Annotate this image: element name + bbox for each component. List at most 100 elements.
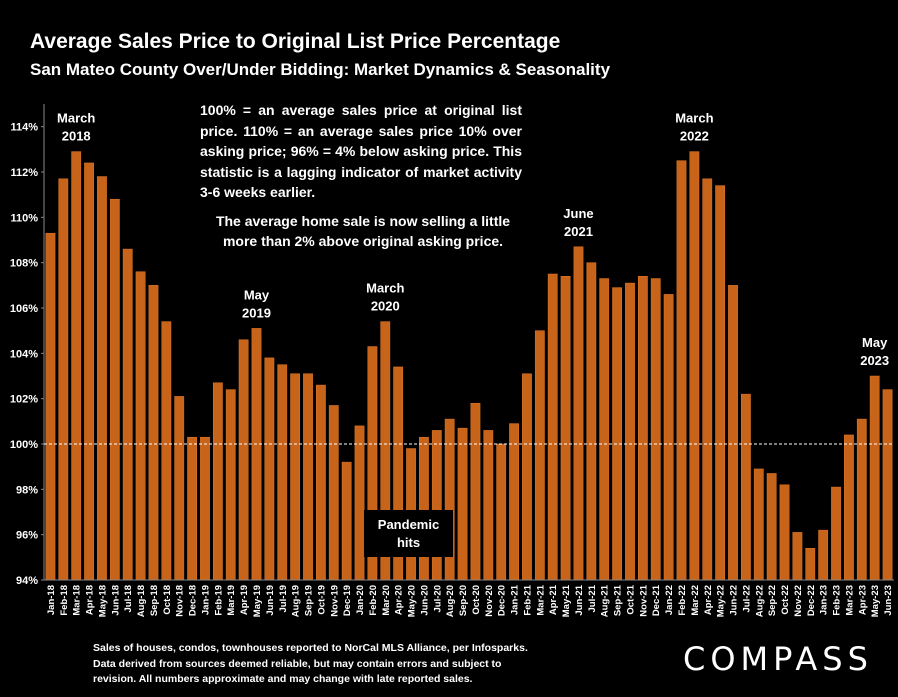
x-tick-label: Jan-19 [200, 585, 211, 615]
y-tick-label: 98% [16, 484, 38, 496]
bar [792, 532, 803, 581]
chart-subtitle: San Mateo County Over/Under Bidding: Mar… [30, 60, 611, 79]
bar [431, 430, 442, 581]
annotation-year: 2021 [564, 224, 593, 239]
x-tick-label: Jan-18 [46, 585, 57, 615]
x-tick-label: Sep-22 [767, 585, 778, 616]
y-tick-label: 100% [10, 439, 38, 451]
bar [97, 176, 107, 581]
bar [625, 282, 635, 581]
x-tick-label: Jun-22 [729, 585, 740, 616]
annotation-month: June [563, 206, 593, 221]
x-tick-label: Feb-19 [213, 585, 224, 616]
bar [316, 384, 326, 581]
bar [650, 278, 661, 581]
bar [689, 151, 700, 581]
x-tick-label: Nov-21 [638, 584, 649, 616]
x-tick-label: May-19 [252, 585, 263, 617]
x-tick-label: Apr-22 [703, 585, 714, 615]
bar [135, 271, 146, 581]
x-tick-label: Jun-18 [110, 585, 121, 616]
x-tick-label: May-22 [716, 585, 727, 617]
x-tick-label: Jul-22 [741, 585, 752, 612]
x-tick-label: Dec-18 [188, 585, 199, 616]
annotation-year: 2022 [680, 129, 709, 144]
annotation-year: 2020 [371, 299, 400, 314]
annotation-month: March [675, 111, 713, 126]
x-tick-label: Dec-19 [342, 585, 353, 616]
x-tick-label: Dec-22 [806, 585, 817, 616]
x-tick-label: Oct-22 [780, 585, 791, 615]
y-tick-label: 104% [10, 348, 38, 360]
bar [547, 273, 558, 581]
bar [354, 425, 365, 581]
x-tick-label: Jan-21 [510, 584, 521, 615]
bar [676, 160, 687, 581]
footnote-line1: Sales of houses, condos, townhouses repo… [93, 642, 528, 654]
x-tick-label: Feb-22 [677, 585, 688, 616]
x-tick-label: Jul-19 [278, 585, 289, 612]
bar [882, 389, 893, 581]
bar [599, 278, 610, 581]
pandemic-label: Pandemic hits [364, 510, 453, 557]
bar [470, 402, 481, 581]
bar [238, 339, 249, 581]
y-tick-label: 96% [16, 530, 38, 542]
bar [264, 357, 275, 581]
bar [341, 461, 352, 581]
x-tick-label: May-23 [870, 585, 881, 617]
explanation-note: 100% = an average sales price at origina… [200, 100, 522, 260]
note-definition: 100% = an average sales price at origina… [200, 102, 522, 200]
bar [251, 328, 262, 581]
y-tick-label: 102% [10, 394, 38, 406]
x-tick-label: Oct-18 [162, 585, 173, 615]
x-tick-label: May-20 [407, 585, 418, 617]
x-tick-label: Feb-18 [59, 585, 70, 616]
bar [728, 285, 738, 581]
x-tick-label: May-18 [97, 585, 108, 617]
bar [419, 436, 429, 581]
y-tick-label: 114% [10, 122, 38, 134]
x-tick-label: Mar-22 [690, 585, 701, 616]
x-tick-label: Jun-20 [419, 585, 430, 616]
x-tick-label: Feb-21 [522, 584, 533, 615]
x-tick-label: Oct-19 [316, 585, 327, 615]
bar [779, 484, 790, 581]
annotation-year: 2019 [242, 305, 271, 320]
y-tick-label: 106% [10, 303, 38, 315]
x-tick-label: Feb-23 [832, 585, 843, 616]
pandemic-label-line1: Pandemic [377, 516, 440, 532]
x-tick-label: Nov-20 [484, 585, 495, 617]
pandemic-label-line2: hits [396, 534, 421, 550]
x-tick-label: Oct-21 [625, 584, 636, 614]
bar [148, 285, 159, 581]
x-tick-label: Apr-21 [548, 584, 559, 615]
bar [122, 248, 133, 581]
x-tick-label: Jan-22 [664, 585, 675, 615]
bar [212, 382, 223, 581]
bar [741, 393, 751, 581]
bar [560, 276, 571, 581]
bar [290, 373, 301, 581]
compass-logo: COMPASS [683, 640, 873, 678]
annotation-month: May [244, 287, 270, 302]
bar [856, 418, 867, 581]
bar [187, 436, 197, 581]
x-tick-label: Aug-22 [754, 585, 765, 617]
bar [161, 321, 172, 581]
x-tick-label: Mar-18 [72, 585, 83, 616]
x-tick-label: Jul-18 [123, 585, 134, 612]
source-footnote: Sales of houses, condos, townhouses repo… [93, 641, 613, 688]
bar [109, 198, 120, 581]
x-tick-label: Apr-23 [857, 585, 868, 615]
bar [869, 375, 880, 581]
bar [45, 232, 56, 581]
bar [702, 178, 713, 581]
x-tick-label: Jul-21 [587, 584, 598, 612]
bar [637, 276, 648, 581]
bar [831, 486, 841, 581]
y-tick-label: 108% [10, 258, 38, 270]
x-tick-label: Aug-19 [291, 585, 302, 617]
bar [844, 434, 854, 581]
